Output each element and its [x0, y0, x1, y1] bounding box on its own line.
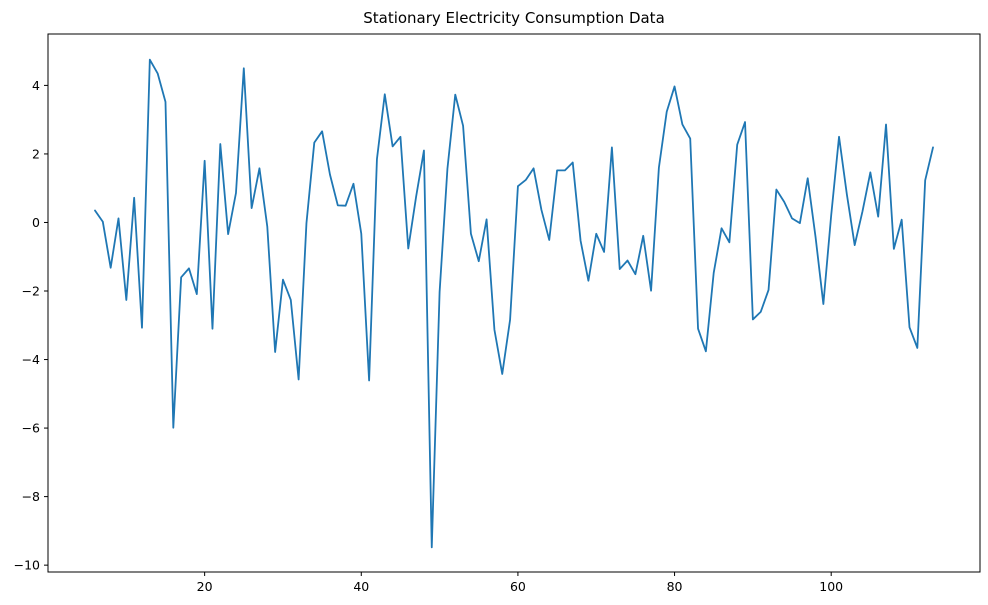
x-tick-label: 80: [667, 579, 683, 594]
y-tick-label: 4: [32, 78, 40, 93]
y-tick-label: −6: [22, 421, 40, 436]
chart-title: Stationary Electricity Consumption Data: [363, 9, 665, 27]
y-tick-label: −8: [22, 489, 40, 504]
y-tick-label: −2: [22, 284, 40, 299]
series-line: [94, 58, 934, 549]
x-tick-label: 60: [510, 579, 526, 594]
y-tick-label: 2: [32, 146, 40, 161]
y-tick-label: 0: [32, 215, 40, 230]
y-axis: −10 −8 −6 −4 −2 0 2 4: [14, 78, 48, 573]
x-axis: 20 40 60 80 100: [197, 572, 843, 594]
x-tick-label: 40: [353, 579, 369, 594]
plot-area: [47, 33, 981, 573]
x-tick-label: 100: [819, 579, 843, 594]
y-tick-label: −4: [22, 352, 40, 367]
y-tick-label: −10: [14, 558, 40, 573]
x-tick-label: 20: [197, 579, 213, 594]
